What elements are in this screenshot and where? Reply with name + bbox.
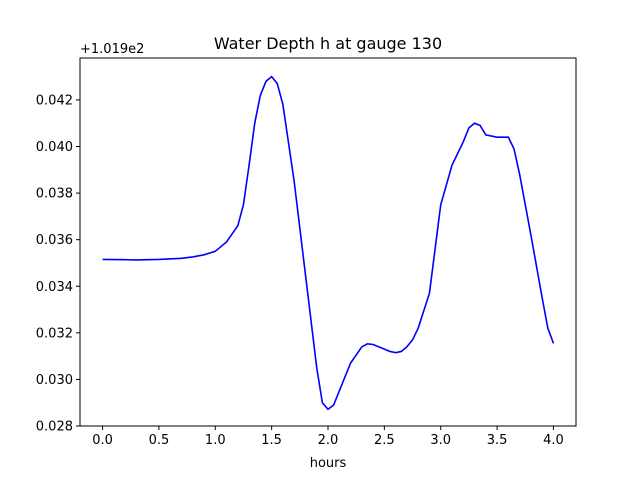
y-tick-label: 0.034 bbox=[36, 280, 73, 295]
y-tick-label: 0.028 bbox=[36, 420, 73, 435]
x-tick-label: 0.5 bbox=[149, 433, 170, 448]
y-axis-offset-label: +1.019e2 bbox=[80, 42, 144, 57]
x-tick-label: 0.0 bbox=[92, 433, 113, 448]
x-tick-label: 2.5 bbox=[374, 433, 395, 448]
plot-frame bbox=[79, 57, 577, 427]
x-tick-label: 3.0 bbox=[430, 433, 451, 448]
x-tick-label: 1.0 bbox=[205, 433, 226, 448]
y-tick-label: 0.036 bbox=[36, 233, 73, 248]
y-tick-label: 0.042 bbox=[36, 93, 73, 108]
y-tick-label: 0.032 bbox=[36, 326, 73, 341]
y-tick-label: 0.038 bbox=[36, 187, 73, 202]
x-axis: 0.0 0.5 1.0 1.5 2.0 2.5 3.0 3.5 4.0 bbox=[92, 426, 564, 448]
x-tick-label: 1.5 bbox=[261, 433, 282, 448]
plot-area bbox=[79, 57, 577, 427]
x-tick-label: 2.0 bbox=[318, 433, 339, 448]
y-axis: 0.028 0.030 0.032 0.034 0.036 0.038 0.040 0.042 bbox=[36, 93, 80, 435]
chart-title: Water Depth h at gauge 130 bbox=[214, 34, 442, 53]
y-tick-label: 0.040 bbox=[36, 140, 73, 155]
y-tick-label: 0.030 bbox=[36, 373, 73, 388]
x-tick-label: 3.5 bbox=[487, 433, 508, 448]
series-line bbox=[102, 75, 555, 411]
x-tick-label: 4.0 bbox=[543, 433, 564, 448]
x-axis-label: hours bbox=[310, 456, 347, 471]
